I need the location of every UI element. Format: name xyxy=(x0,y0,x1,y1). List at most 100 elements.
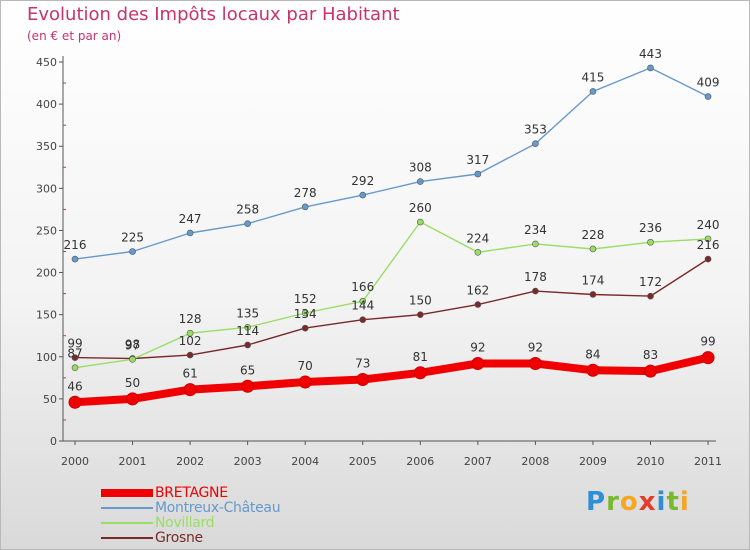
data-label: 150 xyxy=(409,294,432,308)
y-tick-label: 100 xyxy=(36,351,57,364)
data-point xyxy=(474,249,482,256)
data-point xyxy=(71,255,79,263)
data-point xyxy=(416,218,424,226)
data-point xyxy=(532,287,539,295)
data-label: 258 xyxy=(236,203,259,217)
y-tick-label: 250 xyxy=(36,224,57,237)
data-point xyxy=(528,357,542,371)
y-tick-label: 0 xyxy=(50,435,57,448)
logo-letter: r xyxy=(606,487,620,517)
data-point xyxy=(356,373,370,387)
legend-swatch xyxy=(101,506,153,509)
logo-letter: o xyxy=(619,487,639,517)
data-point xyxy=(359,191,367,199)
data-point xyxy=(68,395,82,409)
series-line xyxy=(71,353,712,407)
data-point xyxy=(413,366,427,380)
data-point xyxy=(647,238,654,246)
data-point xyxy=(359,316,367,324)
x-tick-label: 2002 xyxy=(176,455,204,468)
legend-swatch xyxy=(101,521,153,524)
logo-letter: t xyxy=(666,487,680,517)
data-point xyxy=(416,178,424,185)
legend: BRETAGNE Montreux-Château Novillard Grosne xyxy=(101,484,281,546)
data-label: 135 xyxy=(236,306,259,320)
data-point xyxy=(301,203,309,211)
data-label: 166 xyxy=(351,280,374,294)
x-tick-label: 2011 xyxy=(694,455,722,468)
legend-label: BRETAGNE xyxy=(155,484,228,501)
data-label: 46 xyxy=(67,379,82,393)
data-label: 102 xyxy=(179,334,202,348)
data-label: 128 xyxy=(179,312,202,326)
logo-letter: i xyxy=(656,487,667,517)
legend-label: Montreux-Château xyxy=(155,499,281,516)
data-point xyxy=(704,93,712,100)
data-label: 70 xyxy=(298,359,313,373)
data-point xyxy=(589,245,597,253)
data-point xyxy=(532,140,539,147)
y-tick-label: 150 xyxy=(36,309,57,322)
logo-letter: P xyxy=(586,487,607,517)
data-label: 97 xyxy=(125,338,140,352)
data-point xyxy=(186,351,194,359)
data-point xyxy=(704,235,712,243)
data-point xyxy=(301,324,309,332)
data-label: 353 xyxy=(524,123,547,137)
data-label: 240 xyxy=(697,218,720,232)
data-label: 234 xyxy=(524,223,547,237)
data-point xyxy=(126,392,140,406)
y-tick-label: 350 xyxy=(36,140,57,153)
data-point xyxy=(298,375,312,389)
data-label: 260 xyxy=(409,201,432,215)
data-point xyxy=(532,240,539,248)
data-label: 84 xyxy=(585,347,600,361)
y-tick-label: 300 xyxy=(36,182,57,195)
data-point xyxy=(704,255,712,263)
data-label: 317 xyxy=(466,153,489,167)
data-label: 73 xyxy=(355,357,370,371)
data-label: 247 xyxy=(179,212,202,226)
data-point xyxy=(359,297,367,305)
chart-title: Evolution des Impôts locaux par Habitant xyxy=(27,4,400,25)
data-label: 134 xyxy=(294,307,317,321)
data-point xyxy=(301,309,309,317)
chart-subtitle: (en € et par an) xyxy=(27,29,122,43)
legend-swatch xyxy=(101,536,153,539)
proxiti-logo: Proxiti xyxy=(586,487,690,517)
x-tick-label: 2007 xyxy=(464,455,492,468)
data-label: 99 xyxy=(67,337,82,351)
x-tick-label: 2000 xyxy=(61,455,89,468)
data-label: 92 xyxy=(528,341,543,355)
x-tick-label: 2003 xyxy=(234,455,262,468)
x-tick-label: 2001 xyxy=(119,455,147,468)
data-label: 98 xyxy=(125,337,140,351)
data-point xyxy=(474,170,482,178)
data-label: 99 xyxy=(700,335,715,349)
logo-letter: i xyxy=(679,487,690,517)
data-point xyxy=(471,357,485,371)
data-label: 114 xyxy=(236,324,259,338)
data-label: 87 xyxy=(67,347,82,361)
legend-item: BRETAGNE xyxy=(101,484,280,501)
data-label: 83 xyxy=(643,348,658,362)
data-label: 92 xyxy=(470,341,485,355)
data-point xyxy=(71,364,79,372)
x-tick-label: 2004 xyxy=(291,455,319,468)
legend-item: Grosne xyxy=(101,530,280,546)
data-label: 308 xyxy=(409,161,432,175)
data-label: 278 xyxy=(294,186,317,200)
data-label: 409 xyxy=(697,76,720,90)
data-label: 292 xyxy=(351,174,374,188)
data-label: 152 xyxy=(294,292,317,306)
data-point xyxy=(701,351,715,365)
x-tick-label: 2008 xyxy=(521,455,549,468)
x-tick-label: 2006 xyxy=(406,455,434,468)
y-tick-label: 400 xyxy=(36,98,57,111)
data-point xyxy=(647,64,654,72)
data-label: 144 xyxy=(351,299,374,313)
data-label: 65 xyxy=(240,363,255,377)
data-point xyxy=(244,220,251,228)
data-point xyxy=(244,341,251,349)
